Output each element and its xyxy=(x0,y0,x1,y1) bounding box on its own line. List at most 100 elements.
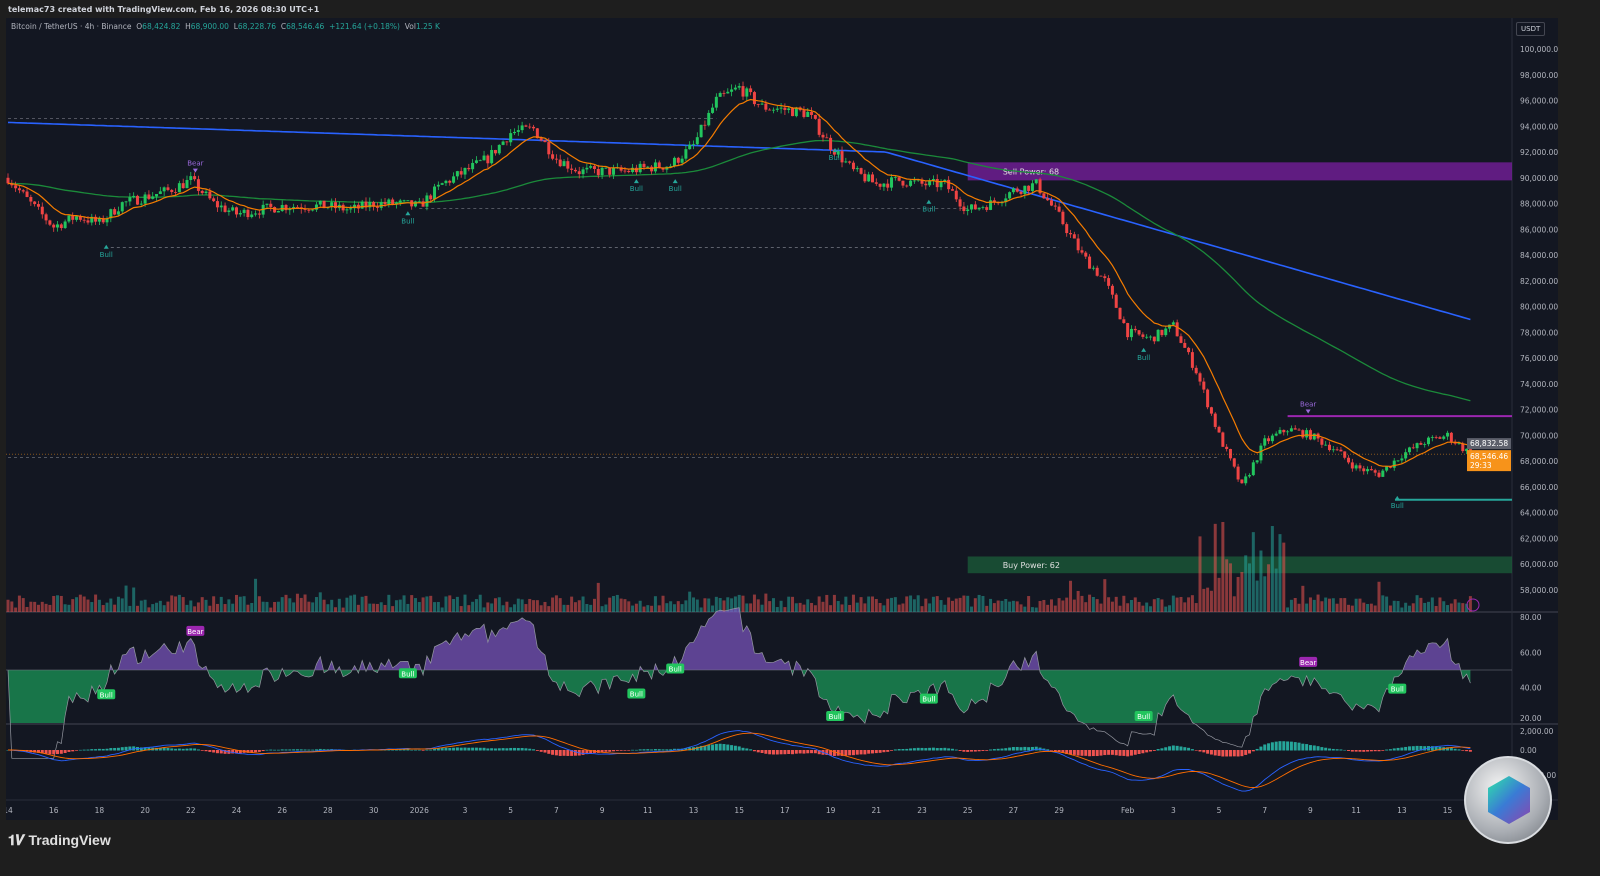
currency-button[interactable]: USDT xyxy=(1516,22,1546,36)
candle-body xyxy=(1362,468,1366,472)
volume-bar xyxy=(1442,601,1446,612)
candle-body xyxy=(433,186,437,200)
volume-bar xyxy=(1419,597,1423,612)
candle-body xyxy=(497,144,501,154)
volume-bar xyxy=(535,600,539,612)
candle-body xyxy=(162,187,166,192)
candle-body xyxy=(718,93,722,97)
volume-bar xyxy=(1381,595,1385,612)
volume-bar xyxy=(1133,597,1137,612)
volume-bar xyxy=(1320,601,1324,612)
rsi-signal-badge xyxy=(1299,656,1318,667)
tradingview-logo[interactable]: 𝟏𝑽 TradingView xyxy=(8,832,111,848)
candle-body xyxy=(737,86,741,88)
candle-body xyxy=(71,215,75,220)
volume-bar xyxy=(901,603,905,612)
candle-body xyxy=(1107,278,1111,286)
volume-bar xyxy=(684,600,688,612)
candle-body xyxy=(265,203,269,205)
macd-histogram-bar xyxy=(931,747,935,751)
volume-bar xyxy=(63,604,67,612)
volume-bar xyxy=(886,598,890,612)
macd-histogram-bar xyxy=(147,747,151,751)
volume-bar xyxy=(429,595,433,612)
candle-body xyxy=(966,209,970,212)
candle-body xyxy=(741,86,745,97)
volume-bar xyxy=(653,596,657,612)
macd-histogram-bar xyxy=(1434,746,1438,751)
volume-bar xyxy=(490,603,494,612)
macd-histogram-bar xyxy=(608,750,612,752)
macd-histogram-bar xyxy=(752,750,756,752)
bar-countdown: 29:33 xyxy=(1470,461,1492,470)
volume-bar xyxy=(337,598,341,612)
chart-area[interactable]: 100,000.0098,000.0096,000.0094,000.0092,… xyxy=(6,18,1558,820)
candle-body xyxy=(939,181,943,188)
volume-bar xyxy=(1316,594,1320,612)
macd-histogram-bar xyxy=(962,750,966,752)
volume-bar xyxy=(577,600,581,612)
volume-bar xyxy=(646,605,650,612)
rsi-line xyxy=(7,607,1471,759)
candle-body xyxy=(21,190,25,192)
candle-body xyxy=(288,208,292,211)
volume-bar xyxy=(935,596,939,612)
volume-bar xyxy=(295,593,299,612)
volume-bar xyxy=(1270,526,1274,612)
candle-body xyxy=(1335,449,1339,451)
candle-body xyxy=(1282,429,1286,433)
macd-histogram-bar xyxy=(783,750,787,755)
rsi-signal-badge xyxy=(627,688,646,699)
volume-bar xyxy=(402,595,406,612)
macd-histogram-bar xyxy=(105,748,109,751)
macd-histogram-bar xyxy=(1438,746,1442,751)
price-tick: 58,000.00 xyxy=(1520,586,1558,595)
volume-bar xyxy=(676,601,680,612)
candle-body xyxy=(642,163,646,168)
volume-bar xyxy=(1034,607,1038,612)
candle-body xyxy=(973,204,977,210)
volume-bar xyxy=(36,604,40,612)
candle-body xyxy=(177,183,181,193)
price-tick: 84,000.00 xyxy=(1520,251,1558,260)
macd-histogram-bar xyxy=(155,747,159,751)
volume-bar xyxy=(832,594,836,612)
volume-bar xyxy=(147,607,151,612)
candle-body xyxy=(368,202,372,208)
volume-bar xyxy=(707,598,711,612)
macd-histogram-bar xyxy=(1145,750,1149,753)
macd-histogram-bar xyxy=(604,750,608,752)
candle-body xyxy=(254,213,258,215)
volume-bar xyxy=(931,596,935,612)
macd-histogram-bar xyxy=(1110,750,1114,755)
last-price-label-bg xyxy=(1467,450,1511,472)
candle-body xyxy=(482,155,486,161)
signal-label: Bull xyxy=(922,206,935,214)
price-chart[interactable]: 100,000.0098,000.0096,000.0094,000.0092,… xyxy=(6,18,1558,820)
volume-bar xyxy=(779,600,783,612)
macd-histogram-bar xyxy=(189,748,193,751)
candle-body xyxy=(570,168,574,170)
candle-body xyxy=(844,161,848,163)
macd-histogram-bar xyxy=(1179,746,1183,751)
macd-histogram-bar xyxy=(1042,748,1046,751)
volume-bar xyxy=(1392,600,1396,612)
macd-histogram-bar xyxy=(86,749,90,751)
candle-body xyxy=(10,183,14,186)
candle-body xyxy=(1209,407,1213,414)
macd-histogram-bar xyxy=(1293,742,1297,751)
volume-bar xyxy=(657,605,661,612)
macd-histogram-bar xyxy=(1415,745,1419,751)
volume-bar xyxy=(775,607,779,612)
macd-histogram-bar xyxy=(71,750,75,752)
volume-bar xyxy=(802,604,806,612)
volume-bar xyxy=(1339,598,1343,612)
candle-body xyxy=(920,179,924,184)
symbol-title[interactable]: Bitcoin / TetherUS · 4h · Binance xyxy=(11,22,132,31)
volume-bar xyxy=(867,596,871,612)
macd-histogram-bar xyxy=(863,750,867,755)
macd-histogram-bar xyxy=(1209,750,1213,755)
candle-body xyxy=(155,194,159,197)
ma-mid-line xyxy=(8,139,1471,402)
candle-body xyxy=(1027,185,1031,191)
